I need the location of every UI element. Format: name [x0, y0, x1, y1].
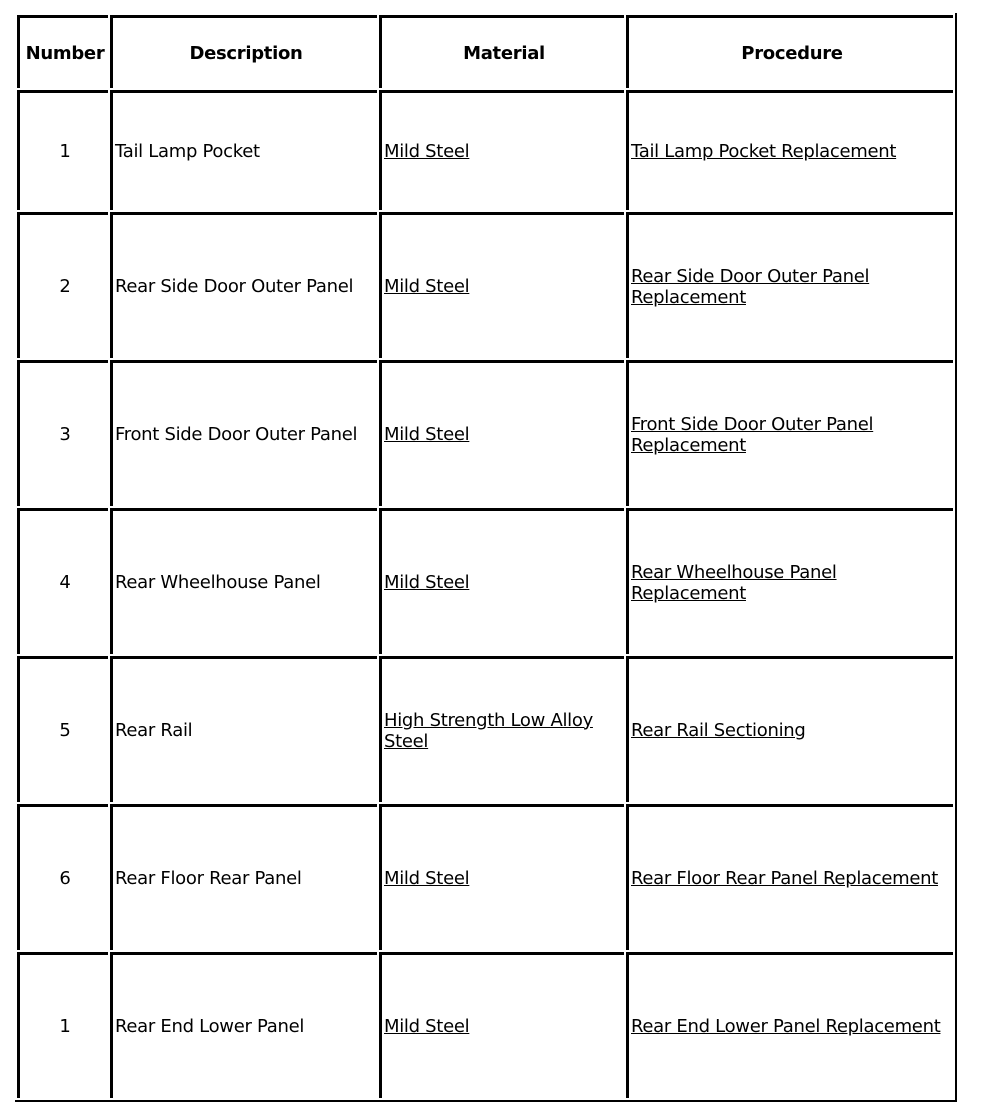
cell-number: 1 [17, 952, 108, 1098]
cell-description: Rear End Lower Panel [110, 952, 377, 1098]
header-description: Description [110, 15, 377, 88]
table-row: 3 Front Side Door Outer Panel Mild Steel Fr… [17, 360, 953, 506]
table-row: 1 Rear End Lower Panel Mild Steel Rear End … [17, 952, 953, 1098]
cell-material: Mild Steel [379, 360, 624, 506]
cell-number: 6 [17, 804, 108, 950]
cell-procedure: Rear Floor Rear Panel Replacement [626, 804, 953, 950]
cell-material: Mild Steel [379, 952, 624, 1098]
material-link[interactable]: High Strength Low Alloy Steel [384, 709, 593, 752]
cell-material: Mild Steel [379, 90, 624, 210]
cell-procedure: Rear Wheelhouse Panel Replacement [626, 508, 953, 654]
cell-description: Rear Floor Rear Panel [110, 804, 377, 950]
table-row: 6 Rear Floor Rear Panel Mild Steel Rear Flo… [17, 804, 953, 950]
procedure-link[interactable]: Rear End Lower Panel Replacement [631, 1016, 941, 1037]
table-row: 5 Rear Rail High Strength Low Alloy Steel R… [17, 656, 953, 802]
cell-description: Front Side Door Outer Panel [110, 360, 377, 506]
material-link[interactable]: Mild Steel [384, 1016, 470, 1037]
cell-procedure: Front Side Door Outer Panel Replacement [626, 360, 953, 506]
procedure-link[interactable]: Tail Lamp Pocket Replacement [631, 141, 897, 162]
cell-material: Mild Steel [379, 508, 624, 654]
header-number: Number [17, 15, 108, 88]
cell-description: Tail Lamp Pocket [110, 90, 377, 210]
header-procedure: Procedure [626, 15, 953, 88]
material-link[interactable]: Mild Steel [384, 276, 470, 297]
cell-material: High Strength Low Alloy Steel [379, 656, 624, 802]
cell-number: 2 [17, 212, 108, 358]
header-material: Material [379, 15, 624, 88]
table-row: 4 Rear Wheelhouse Panel Mild Steel Rear Whe… [17, 508, 953, 654]
cell-description: Rear Rail [110, 656, 377, 802]
procedure-link[interactable]: Rear Floor Rear Panel Replacement [631, 868, 939, 889]
material-link[interactable]: Mild Steel [384, 424, 470, 445]
header-row: Number Description Material Procedure [17, 15, 953, 88]
table-row: 2 Rear Side Door Outer Panel Mild Steel Rea… [17, 212, 953, 358]
material-link[interactable]: Mild Steel [384, 572, 470, 593]
cell-description: Rear Side Door Outer Panel [110, 212, 377, 358]
procedure-link[interactable]: Rear Wheelhouse Panel Replacement [631, 561, 837, 604]
table-row: 1 Tail Lamp Pocket Mild Steel Tail Lamp Poc… [17, 90, 953, 210]
cell-number: 3 [17, 360, 108, 506]
procedure-link[interactable]: Rear Rail Sectioning [631, 720, 806, 741]
material-link[interactable]: Mild Steel [384, 868, 470, 889]
cell-number: 4 [17, 508, 108, 654]
cell-procedure: Rear End Lower Panel Replacement [626, 952, 953, 1098]
procedure-link[interactable]: Front Side Door Outer Panel Replacement [631, 413, 874, 456]
cell-procedure: Rear Side Door Outer Panel Replacement [626, 212, 953, 358]
cell-procedure: Rear Rail Sectioning [626, 656, 953, 802]
cell-description: Rear Wheelhouse Panel [110, 508, 377, 654]
material-link[interactable]: Mild Steel [384, 141, 470, 162]
cell-material: Mild Steel [379, 804, 624, 950]
cell-number: 1 [17, 90, 108, 210]
cell-number: 5 [17, 656, 108, 802]
procedure-link[interactable]: Rear Side Door Outer Panel Replacement [631, 265, 870, 308]
cell-procedure: Tail Lamp Pocket Replacement [626, 90, 953, 210]
cell-material: Mild Steel [379, 212, 624, 358]
